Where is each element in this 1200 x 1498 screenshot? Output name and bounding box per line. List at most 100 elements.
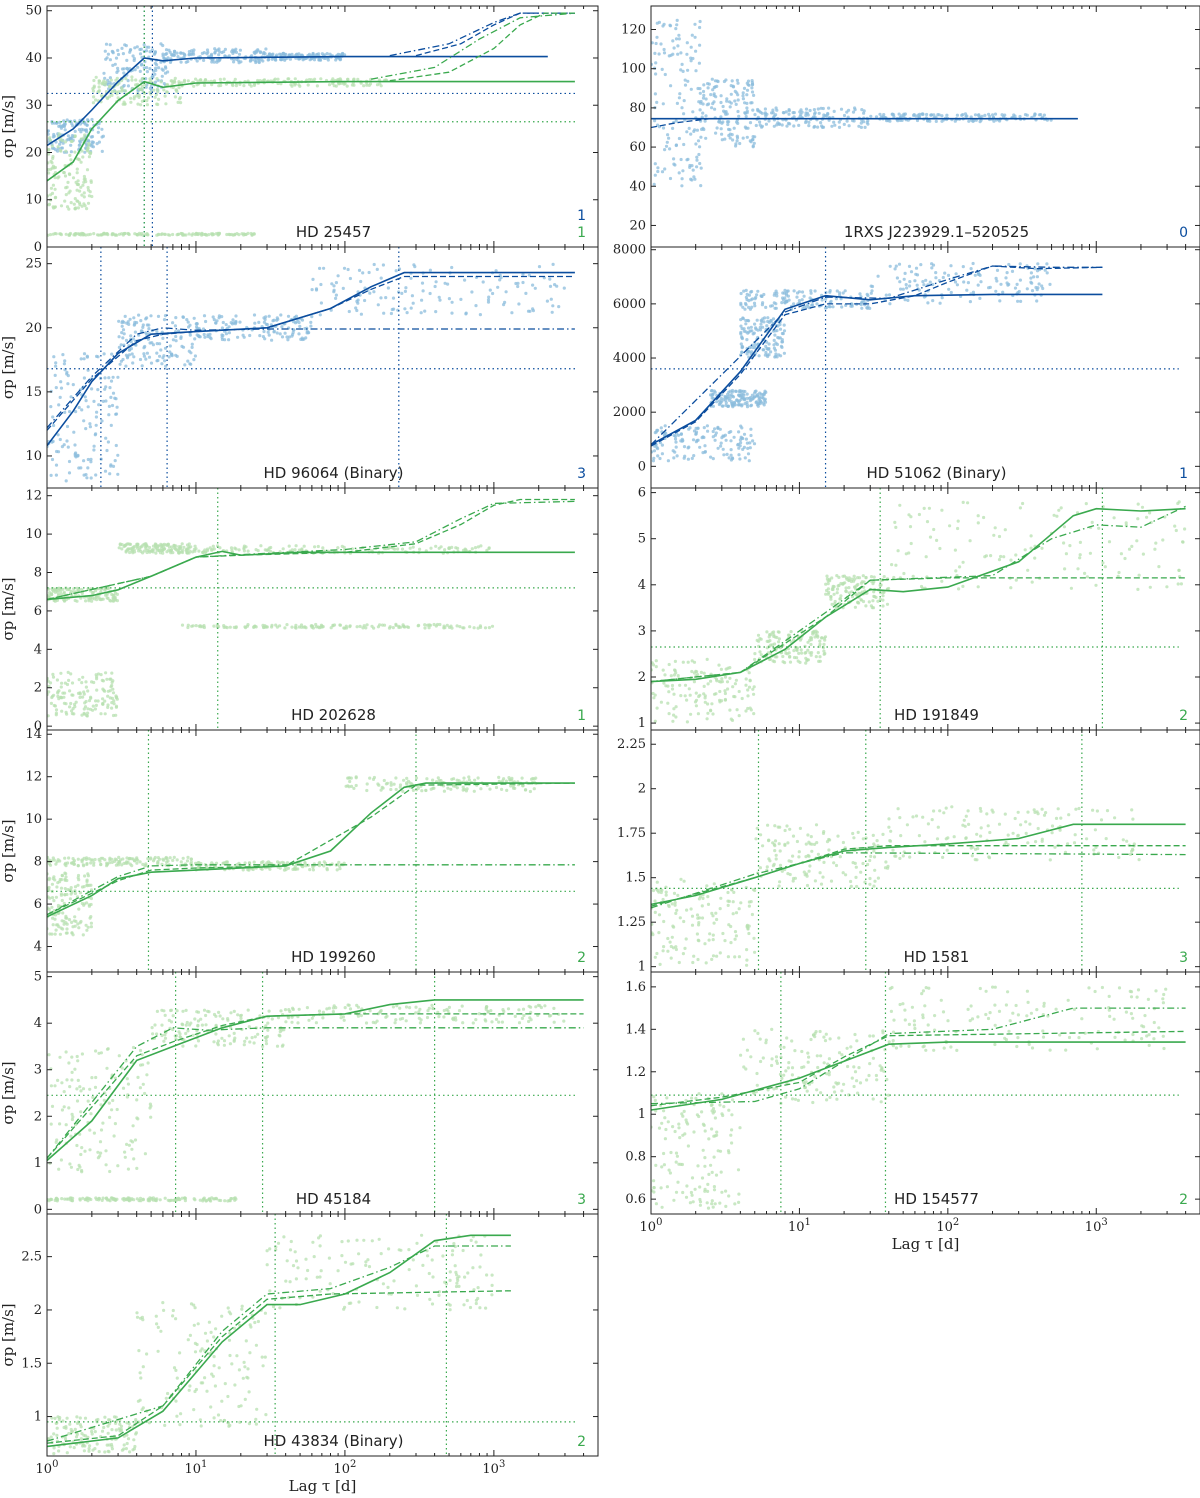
scatter-point (310, 288, 314, 292)
scatter-point (186, 79, 190, 83)
scatter-point (443, 281, 447, 285)
scatter-point (297, 83, 301, 87)
scatter-point (1003, 528, 1007, 532)
scatter-point (73, 915, 77, 919)
scatter-point (953, 280, 958, 284)
scatter-point (423, 309, 427, 313)
y-tick-label: 30 (25, 98, 42, 113)
scatter-point (123, 314, 127, 318)
scatter-point (797, 299, 802, 303)
scatter-point (1030, 580, 1034, 584)
scatter-point (232, 625, 236, 630)
scatter-point (949, 290, 953, 295)
scatter-point (438, 622, 442, 627)
scatter-point (769, 319, 773, 323)
scatter-point (808, 638, 812, 642)
scatter-point (844, 589, 848, 594)
scatter-point (155, 233, 159, 237)
scatter-point (50, 166, 54, 170)
scatter-point (779, 354, 783, 358)
scatter-point (780, 340, 785, 344)
scatter-point (896, 549, 900, 553)
y-tick-label: 0 (638, 459, 646, 474)
scatter-point (103, 469, 108, 473)
scatter-point (60, 898, 64, 903)
scatter-point (1006, 283, 1010, 287)
scatter-point (669, 53, 673, 57)
scatter-point (77, 878, 81, 882)
fit-dashdot-line (371, 12, 575, 80)
scatter-point (292, 328, 296, 332)
scatter-point (309, 320, 313, 324)
scatter-point (1045, 271, 1049, 275)
scatter-point (182, 78, 187, 82)
scatter-point (347, 309, 351, 314)
scatter-point (162, 82, 166, 86)
scatter-point (64, 864, 68, 868)
scatter-point (479, 625, 483, 630)
scatter-point (179, 336, 183, 340)
scatter-point (56, 145, 60, 149)
scatter-point (696, 139, 701, 143)
scatter-point (1101, 561, 1105, 565)
scatter-point (144, 331, 148, 335)
scatter-point (888, 302, 892, 306)
scatter-point (311, 626, 315, 630)
scatter-point (943, 271, 947, 275)
scatter-point (138, 69, 142, 73)
scatter-point (178, 546, 182, 550)
scatter-point (94, 75, 98, 79)
scatter-point (927, 506, 932, 510)
scatter-point (123, 102, 127, 106)
scatter-point (808, 296, 812, 300)
scatter-point (120, 324, 124, 328)
scatter-point (177, 86, 181, 90)
scatter-point (107, 87, 111, 91)
scatter-point (885, 602, 890, 606)
scatter-point (111, 687, 115, 691)
scatter-point (524, 291, 528, 295)
scatter-point (666, 459, 671, 463)
scatter-point (747, 319, 751, 323)
scatter-point (834, 605, 838, 610)
scatter-point (739, 318, 743, 322)
scatter-point (156, 358, 160, 363)
scatter-point (712, 692, 717, 696)
scatter-point (810, 303, 814, 307)
scatter-point (92, 84, 96, 88)
scatter-point (1055, 514, 1059, 518)
scatter-point (131, 54, 135, 58)
scatter-point (286, 338, 290, 342)
scatter-point (62, 922, 66, 926)
scatter-point (56, 450, 61, 454)
panel-frame (650, 487, 1200, 731)
scatter-point (147, 327, 151, 331)
scatter-point (1141, 552, 1145, 556)
scatter-point (120, 67, 125, 71)
scatter-point (151, 343, 155, 347)
scatter-point (693, 35, 697, 39)
scatter-point (125, 67, 130, 71)
scatter-point (188, 549, 192, 553)
scatter-point (699, 135, 703, 139)
scatter-point (668, 24, 673, 28)
scatter-point (99, 712, 103, 716)
scatter-point (1183, 527, 1187, 531)
scatter-point (141, 325, 145, 329)
scatter-point (106, 586, 110, 590)
scatter-point (719, 444, 723, 448)
scatter-point (711, 712, 715, 716)
scatter-point (129, 48, 133, 52)
scatter-point (669, 84, 673, 88)
scatter-point (771, 111, 775, 115)
y-tick-label: 15 (25, 385, 42, 400)
scatter-point (839, 107, 844, 111)
scatter-point (116, 453, 120, 457)
scatter-point (67, 191, 71, 195)
scatter-point (87, 904, 91, 908)
scatter-point (47, 714, 50, 718)
scatter-point (732, 400, 737, 404)
scatter-point (837, 125, 842, 129)
scatter-point (420, 298, 424, 302)
scatter-point (703, 119, 707, 123)
